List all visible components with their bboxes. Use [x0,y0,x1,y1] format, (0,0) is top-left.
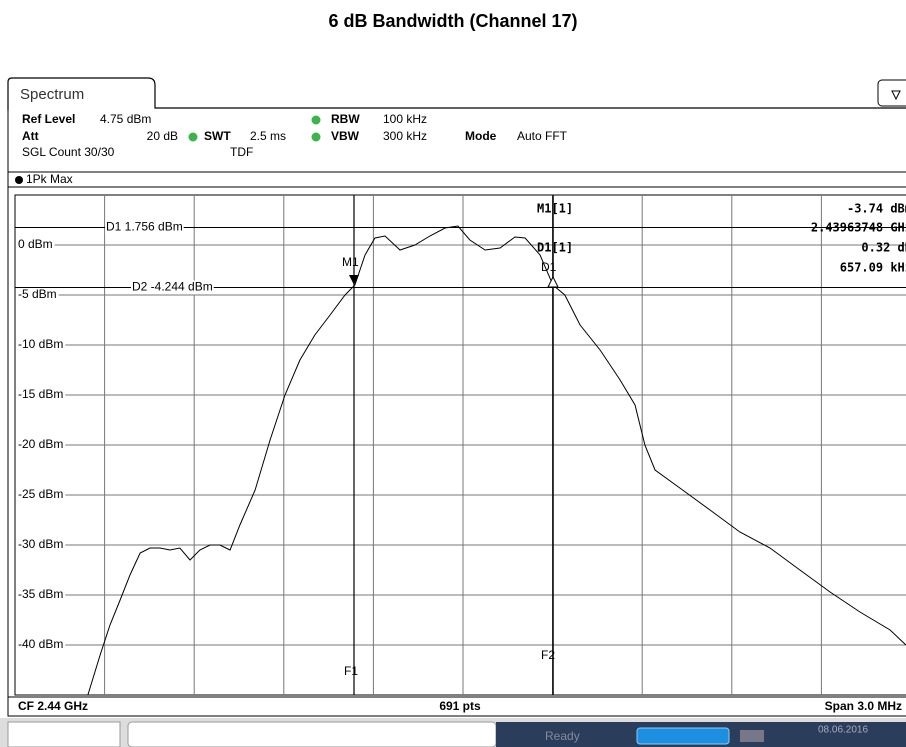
status-state: Ready [545,729,580,743]
marker-label: D1 [541,260,557,274]
status-date: 08.06.2016 [818,725,868,736]
tab-label[interactable]: Spectrum [20,86,84,103]
marker-label: M1 [342,255,359,269]
y-tick-label: -35 dBm [18,587,63,601]
status-dot [311,132,321,142]
setting-value: Auto FFT [517,129,568,143]
trace-legend: 1Pk Max [26,172,73,186]
y-tick-label: -20 dBm [18,437,63,451]
m1-marker [349,275,359,285]
setting-label: Att [22,129,39,143]
label-bg [105,220,184,235]
menu-arrow [891,90,901,101]
d1-marker [547,275,559,288]
y-tick-label: -15 dBm [18,387,63,401]
setting-label: RBW [331,112,360,126]
marker-freq: 657.09 kHz [840,261,906,275]
marker-freq: 2.43963748 GHz [811,221,906,235]
y-tick-label: -40 dBm [18,637,63,651]
setting-value: 4.75 dBm [100,112,151,126]
status-dot [188,132,198,142]
marker-level: -3.74 dBm [847,202,906,216]
progress [636,727,730,745]
y-tick-label: 0 dBm [18,237,53,251]
footer-cf: CF 2.44 GHz [18,699,88,713]
setting-label: SWT [204,129,231,143]
plot-area: 0 dBm -5 dBm -10 dBm -15 dBm -20 dBm -25 dBm -… [14,194,906,696]
lxi-icon [740,730,764,742]
display-line-label: D1 1.756 dBm [106,220,183,234]
marker-name: D1[1] [537,241,573,255]
y-tick-label: -5 dBm [18,287,57,301]
setting-value: 20 dB [147,129,178,143]
status-dot [311,115,321,125]
setting-value: 300 kHz [383,129,427,143]
setting-value: 100 kHz [383,112,427,126]
setting-value: SGL Count 30/30 [22,145,115,159]
setting-label: Ref Level [22,112,75,126]
footer-pts: 691 pts [439,699,481,713]
y-tick-label: -25 dBm [18,487,63,501]
setting-value: 2.5 ms [250,129,286,143]
setting-label: Mode [465,129,497,143]
y-tick-label: -30 dBm [18,537,63,551]
footer-bar [7,696,906,717]
marker-level: 0.32 dB [861,241,906,255]
trace-dot [15,176,23,184]
footer-span: Span 3.0 MHz [825,699,902,713]
display-line-label: D2 -4.244 dBm [132,280,213,294]
status-field[interactable] [127,721,497,747]
tab-frame [7,77,906,110]
y-tick-label: -10 dBm [18,337,63,351]
menu-icon[interactable] [877,79,906,107]
label-bg [131,280,214,295]
setting-label: VBW [331,129,360,143]
marker-name: M1[1] [537,202,573,216]
trace [87,225,906,696]
page-title: 6 dB Bandwidth (Channel 17) [328,11,577,31]
setting-value: TDF [230,145,253,159]
marker-label: F1 [344,664,358,678]
marker-label: F2 [541,648,555,662]
status-field[interactable] [7,721,121,747]
